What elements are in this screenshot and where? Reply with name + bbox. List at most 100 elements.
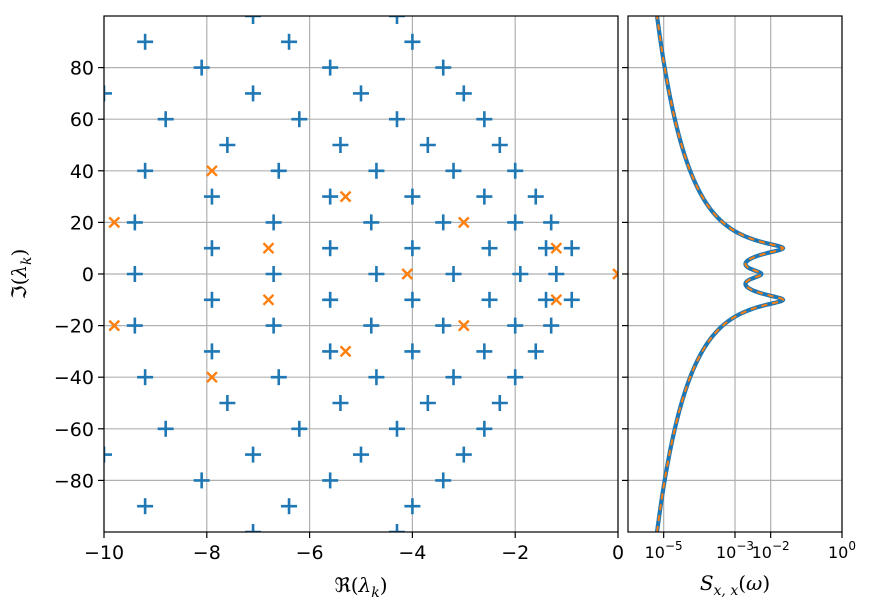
plus-marker [563, 291, 580, 308]
plus-marker [270, 162, 287, 179]
left-y-tick-label: 0 [82, 264, 94, 286]
plus-marker [322, 472, 339, 489]
x-marker [108, 319, 121, 332]
plus-marker [265, 266, 282, 282]
plus-marker [476, 420, 493, 437]
plus-marker [322, 188, 339, 205]
plus-marker [368, 266, 385, 282]
plus-marker [126, 214, 143, 231]
plus-marker [157, 111, 174, 128]
plus-marker [481, 240, 498, 257]
plus-marker [245, 524, 262, 532]
left-y-axis-label: ℑ(λk) [7, 249, 35, 300]
x-marker [262, 293, 275, 306]
left-x-tick-label: −2 [501, 542, 529, 564]
plus-marker [281, 498, 298, 515]
plus-marker [507, 369, 524, 386]
plus-marker [203, 291, 220, 308]
plus-marker [137, 498, 154, 515]
plus-marker [419, 137, 436, 153]
plus-marker [404, 33, 421, 50]
x-marker [339, 190, 352, 203]
plus-marker [245, 85, 262, 102]
plus-marker [404, 291, 421, 308]
plus-marker [507, 162, 524, 179]
left-y-tick-label: 40 [70, 161, 94, 183]
plus-marker [104, 446, 112, 463]
plus-marker [476, 111, 493, 128]
plus-marker [404, 240, 421, 257]
plus-marker [322, 240, 339, 257]
plus-marker [512, 266, 529, 282]
plus-marker [332, 137, 349, 153]
left-y-tick-label: −80 [54, 470, 94, 492]
plus-marker [137, 369, 154, 386]
x-marker [108, 216, 121, 229]
plus-marker [527, 188, 544, 205]
plus-marker [491, 395, 508, 411]
spectral-density-dashed-line [656, 16, 785, 532]
plus-marker [388, 524, 405, 532]
plus-marker [445, 266, 462, 282]
plus-marker [404, 188, 421, 205]
plus-marker [368, 162, 385, 179]
plus-marker [538, 240, 555, 257]
plus-marker [404, 343, 421, 360]
left-x-tick-label: 0 [612, 542, 624, 564]
x-marker [262, 242, 275, 255]
left-x-tick-label: −6 [296, 542, 324, 564]
plus-marker [265, 214, 282, 231]
plus-marker [203, 343, 220, 360]
plus-marker [363, 317, 380, 334]
plus-marker [104, 85, 112, 102]
plus-marker [332, 395, 349, 411]
x-marker [550, 242, 563, 255]
plus-marker [193, 472, 210, 489]
left-y-tick-label: −60 [54, 419, 94, 441]
plus-marker [388, 16, 405, 24]
right-x-tick-label: 100 [828, 539, 856, 562]
plus-marker [435, 214, 452, 231]
plus-marker [270, 369, 287, 386]
plus-marker [245, 16, 262, 24]
plus-marker [322, 291, 339, 308]
plus-marker [435, 59, 452, 76]
x-marker [339, 345, 352, 358]
right-grid [628, 16, 843, 532]
plus-marker [388, 420, 405, 437]
plus-marker [157, 420, 174, 437]
plus-marker [368, 369, 385, 386]
right-x-tick-label: 10−2 [752, 539, 790, 562]
right-x-tick-label: 10−3 [716, 539, 754, 562]
plus-marker [527, 343, 544, 360]
plus-marker [419, 395, 436, 411]
plus-marker [291, 420, 308, 437]
left-x-axis-label: ℜ(λk) [334, 573, 387, 601]
plus-marker [507, 317, 524, 334]
x-marker [206, 164, 218, 177]
plus-marker [404, 498, 421, 515]
x-marker [550, 293, 563, 306]
plus-marker [445, 162, 462, 179]
right-x-axis-label: Sx, x(ω) [700, 571, 770, 599]
plus-marker [203, 188, 220, 205]
plus-marker [543, 317, 560, 334]
plus-marker [563, 240, 580, 257]
spectral-density-panel: 10−5 10−310−2 100 Sx, x(ω) [622, 15, 856, 599]
plus-marker [322, 59, 339, 76]
plus-marker [435, 317, 452, 334]
plus-marker [322, 343, 339, 360]
left-y-tick-label: −20 [54, 316, 94, 338]
plus-marker [507, 214, 524, 231]
left-x-tick-label: −10 [84, 542, 124, 564]
left-x-tick-label: −8 [193, 542, 221, 564]
plus-marker [353, 446, 369, 463]
x-marker [457, 216, 470, 229]
x-marker [612, 268, 618, 280]
plus-marker [193, 59, 210, 76]
plus-marker [548, 266, 565, 282]
plus-marker [137, 162, 154, 179]
